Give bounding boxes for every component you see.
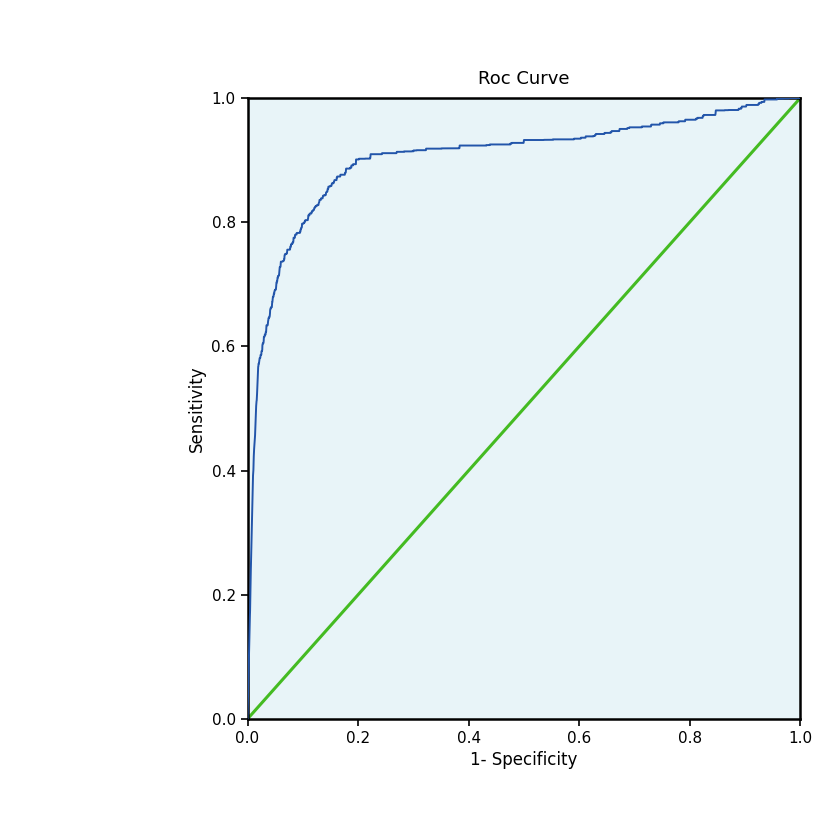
Y-axis label: Sensitivity: Sensitivity: [188, 365, 206, 452]
Title: Roc Curve: Roc Curve: [478, 70, 569, 88]
X-axis label: 1- Specificity: 1- Specificity: [470, 752, 578, 770]
